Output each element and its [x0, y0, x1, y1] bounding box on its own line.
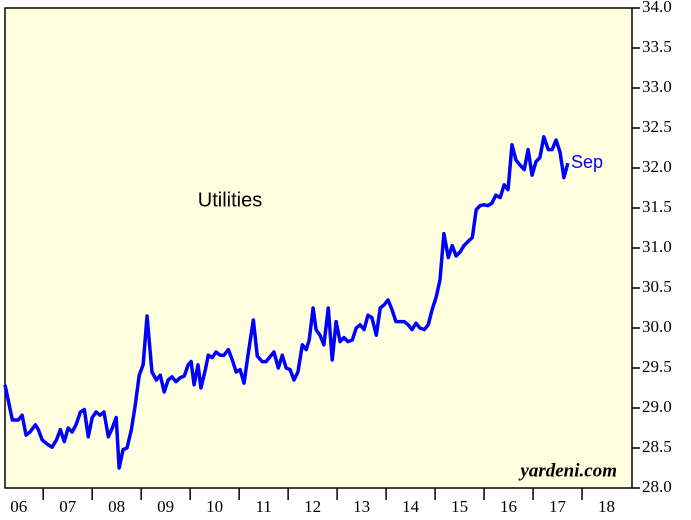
y-tick-label: 31.5 — [642, 197, 672, 216]
y-tick-label: 33.5 — [642, 37, 672, 56]
line — [3, 135, 570, 470]
x-tick-label: 12 — [304, 497, 321, 516]
x-tick-label: 16 — [500, 497, 517, 516]
x-tick-label: 13 — [353, 497, 370, 516]
x-tick-label: 17 — [549, 497, 567, 516]
y-tick-label: 32.5 — [642, 117, 672, 136]
y-tick-label: 30.5 — [642, 277, 672, 296]
x-tick-label: 06 — [10, 497, 27, 516]
x-tick-label: 08 — [108, 497, 125, 516]
y-tick-label: 33.0 — [642, 77, 672, 96]
y-tick-label: 31.0 — [642, 237, 672, 256]
y-tick-label: 30.0 — [642, 317, 672, 336]
x-tick-label: 14 — [402, 497, 420, 516]
annotation: Sep — [571, 152, 603, 172]
plot-area — [4, 7, 633, 489]
x-tick-label: 10 — [206, 497, 223, 516]
x-tick-label: 18 — [598, 497, 615, 516]
x-tick-label: 07 — [59, 497, 77, 516]
x-tick-label: 15 — [451, 497, 468, 516]
y-tick-label: 29.0 — [642, 397, 672, 416]
y-tick-label: 32.0 — [642, 157, 672, 176]
y-tick-label: 28.0 — [642, 477, 672, 496]
annotation: Utilities — [198, 189, 262, 211]
watermark: yardeni.com — [518, 460, 617, 481]
y-tick-label: 28.5 — [642, 437, 672, 456]
y-tick-label: 34.0 — [642, 0, 672, 16]
y-tick-label: 29.5 — [642, 357, 672, 376]
x-tick-label: 11 — [255, 497, 271, 516]
x-tick-label: 09 — [157, 497, 174, 516]
